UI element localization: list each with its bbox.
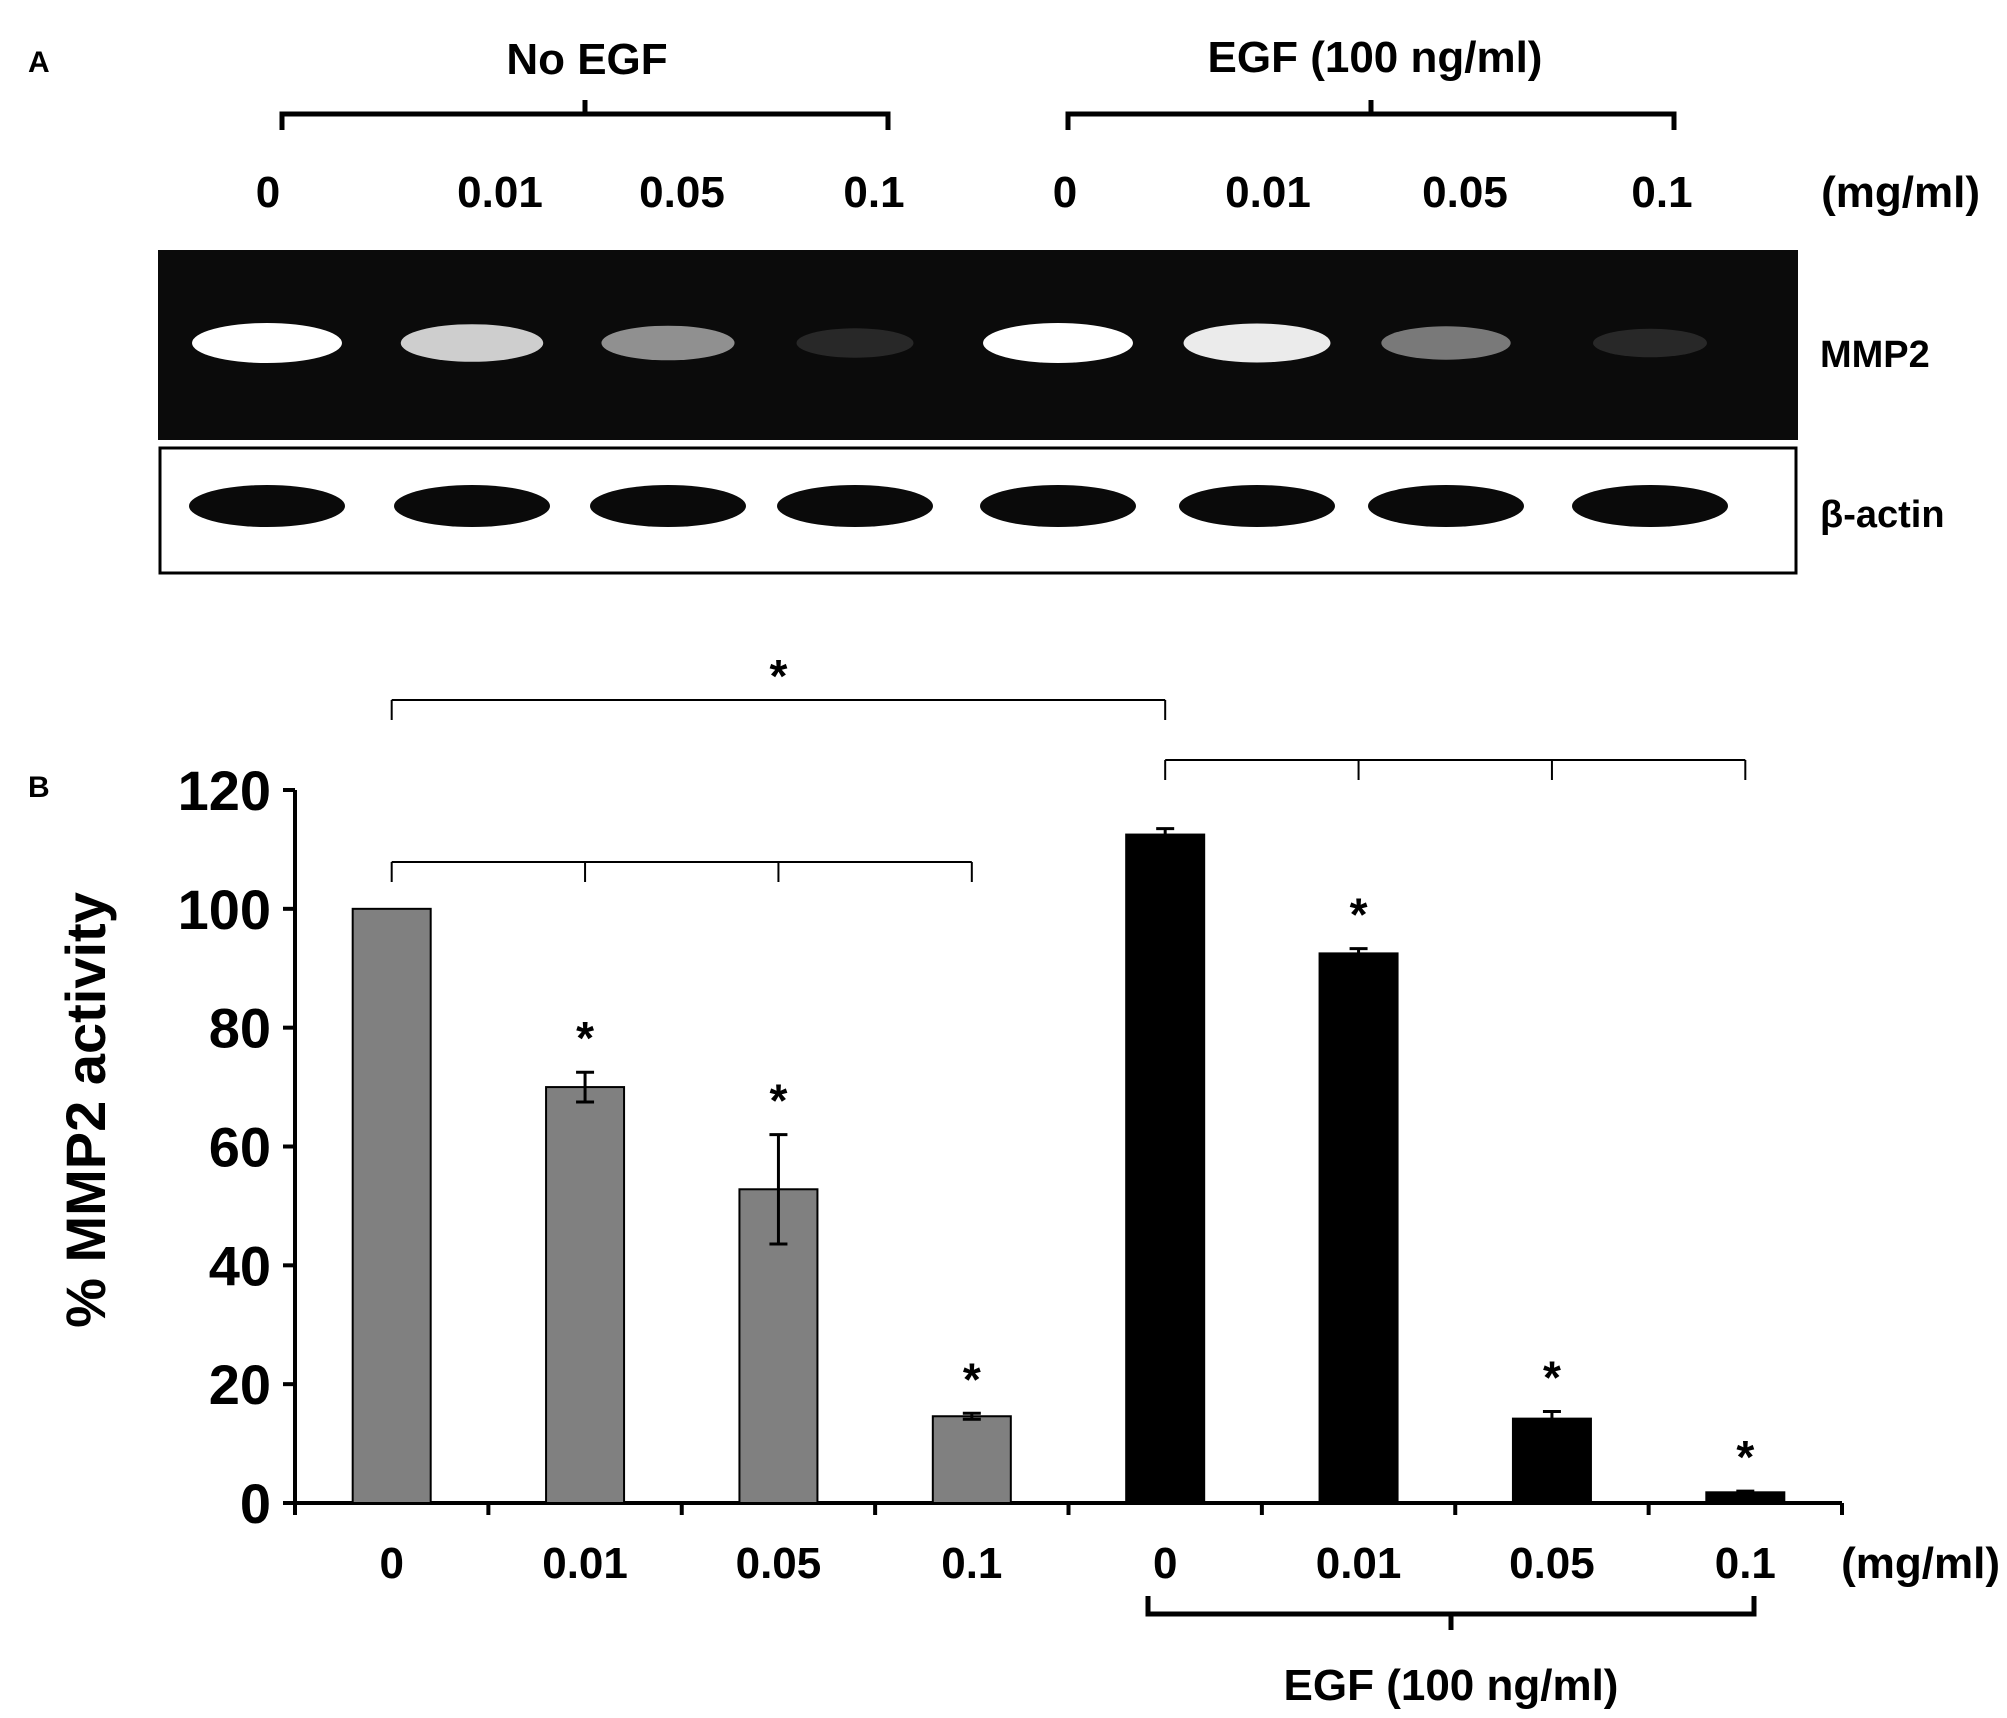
mmp2-band (1593, 328, 1707, 358)
x-tick-label: 0.1 (941, 1539, 1002, 1588)
significance-star: * (576, 1012, 594, 1064)
bar (1318, 952, 1399, 1504)
x-tick-label: 0 (1153, 1539, 1177, 1588)
mmp2-band (1381, 326, 1511, 360)
x-axis: 0 0.01 0.05 0.1 0 0.01 0.05 0.1 (293, 1501, 1844, 1588)
significance-star: * (963, 1353, 981, 1405)
y-tick-label: 0 (240, 1472, 271, 1535)
panel-a-blot: A No EGF EGF (100 ng/ml) 0 0.01 0.05 0.1 0 0.… (28, 33, 1980, 575)
bar (351, 907, 432, 1504)
significance-star: * (1736, 1431, 1754, 1483)
lane-label: 0.01 (1225, 168, 1311, 217)
x-tick-label: 0.01 (542, 1539, 628, 1588)
x-tick-label: 0 (379, 1539, 403, 1588)
panel-a-label: A (28, 46, 50, 79)
lane-label: 0 (256, 168, 280, 217)
significance-star: * (1543, 1351, 1561, 1403)
bar (931, 1415, 1012, 1505)
actin-band (980, 485, 1136, 527)
bar (738, 1188, 819, 1505)
lane-label: 0.05 (1422, 168, 1508, 217)
lane-label: 0.1 (1631, 168, 1692, 217)
mmp2-bands (192, 323, 1707, 363)
x-tick-label: 0.1 (1715, 1539, 1776, 1588)
actin-band (777, 485, 933, 527)
mmp2-band (192, 323, 342, 363)
y-axis-title: % MMP2 activity (54, 892, 117, 1328)
x-tick-label: 0.01 (1316, 1539, 1402, 1588)
y-tick-label: 60 (209, 1116, 271, 1179)
y-tick-label: 80 (209, 997, 271, 1060)
bar (1125, 833, 1206, 1504)
unit-label-top: (mg/ml) (1821, 168, 1980, 217)
lane-labels: 0 0.01 0.05 0.1 0 0.01 0.05 0.1 (256, 168, 1693, 217)
bars (351, 833, 1786, 1505)
lane-label: 0 (1053, 168, 1077, 217)
y-tick-label: 100 (178, 878, 271, 941)
error-bars (576, 827, 1755, 1495)
actin-band (1572, 485, 1728, 527)
y-axis: 0 20 40 60 80 100 120 (178, 759, 297, 1535)
bracket-egf-bottom (1145, 1596, 1757, 1630)
lane-label: 0.1 (843, 168, 904, 217)
bracket-no-egf (279, 100, 891, 130)
actin-band (394, 485, 550, 527)
bracket-egf (1065, 100, 1677, 130)
mmp2-band (1183, 323, 1331, 363)
group-label-egf: EGF (100 ng/ml) (1208, 33, 1543, 82)
blot-label-actin: β-actin (1820, 494, 1945, 536)
actin-band (1368, 485, 1524, 527)
actin-bands (189, 485, 1728, 527)
mmp2-band (400, 324, 544, 362)
mmp2-band (601, 325, 735, 361)
unit-label-bottom: (mg/ml) (1841, 1539, 2000, 1588)
blot-label-mmp2: MMP2 (1820, 334, 1930, 376)
y-tick-label: 40 (209, 1234, 271, 1297)
actin-band (1179, 485, 1335, 527)
bar (1511, 1417, 1592, 1504)
bar (545, 1086, 626, 1505)
actin-band (590, 485, 746, 527)
y-tick-label: 20 (209, 1353, 271, 1416)
y-tick-label: 120 (178, 759, 271, 822)
mmp2-band (983, 323, 1133, 363)
significance-stars: * * * * * * (576, 889, 1754, 1483)
actin-band (189, 485, 345, 527)
x-tick-label: 0.05 (736, 1539, 822, 1588)
comparison-brackets: * (390, 650, 1747, 882)
x-tick-label: 0.05 (1509, 1539, 1595, 1588)
panel-b-label: B (28, 771, 50, 804)
group-label-no-egf: No EGF (506, 35, 667, 84)
lane-label: 0.05 (639, 168, 725, 217)
lane-label: 0.01 (457, 168, 543, 217)
comparison-star: * (769, 650, 787, 702)
egf-label-bottom: EGF (100 ng/ml) (1284, 1661, 1619, 1710)
significance-star: * (1350, 889, 1368, 941)
mmp2-band (796, 328, 914, 358)
significance-star: * (769, 1075, 787, 1127)
